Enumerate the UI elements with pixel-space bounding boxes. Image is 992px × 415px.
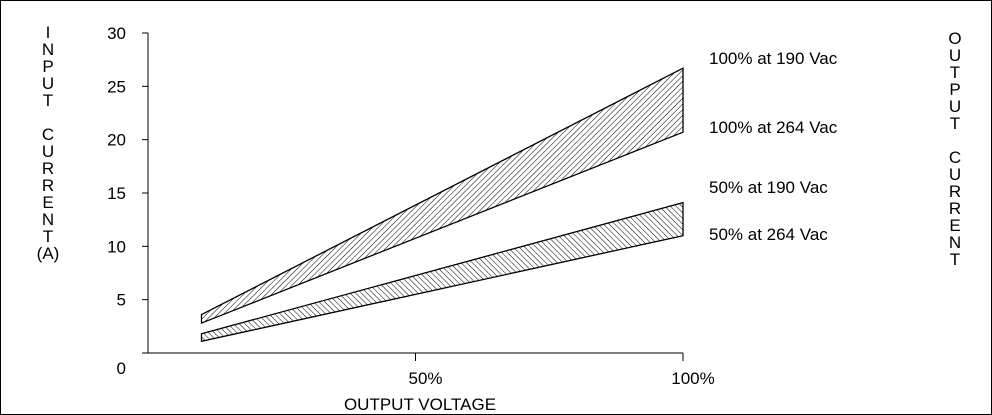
rlabel-char: U	[948, 97, 962, 116]
ylabel-char: T	[42, 227, 54, 246]
band-upper-label: 50% at 190 Vac	[709, 178, 828, 197]
rlabel-char: R	[948, 182, 962, 201]
x-axis-label: OUTPUT VOLTAGE	[344, 395, 496, 414]
rlabel-char: E	[949, 216, 961, 235]
ylabel-char: R	[41, 159, 55, 178]
y-tick-label: 30	[107, 24, 126, 43]
ylabel-char: P	[42, 57, 54, 76]
rlabel-char: R	[948, 199, 962, 218]
rlabel-char: O	[948, 29, 962, 48]
ylabel-char: E	[42, 193, 54, 212]
y-tick-label: 5	[117, 291, 126, 310]
y-tick-label: 10	[107, 237, 126, 256]
ylabel-char: (A)	[36, 244, 60, 263]
ylabel-char: C	[41, 125, 55, 144]
rlabel-char: T	[949, 114, 961, 133]
rlabel-char: C	[948, 148, 962, 167]
band-lower-label: 100% at 264 Vac	[709, 118, 838, 137]
y-tick-label: 25	[107, 77, 126, 96]
rlabel-char: U	[948, 46, 962, 65]
y-tick-label: 0	[117, 359, 126, 378]
band-0	[200, 67, 684, 325]
y-tick-label: 15	[107, 184, 126, 203]
rlabel-char: N	[948, 233, 962, 252]
ylabel-char: N	[41, 210, 55, 229]
rlabel-char: T	[949, 250, 961, 269]
band-upper-label: 100% at 190 Vac	[709, 49, 838, 68]
x-tick-label: 50%	[408, 369, 442, 388]
ylabel-char: R	[41, 176, 55, 195]
ylabel-char: U	[41, 142, 55, 161]
y-tick-label: 20	[107, 131, 126, 150]
band-1	[200, 201, 684, 343]
ylabel-char: I	[45, 23, 51, 42]
ylabel-char: N	[41, 40, 55, 59]
ylabel-char: U	[41, 74, 55, 93]
x-tick-label: 100%	[671, 369, 714, 388]
rlabel-char: P	[949, 80, 961, 99]
rlabel-char: T	[949, 63, 961, 82]
rlabel-char: U	[948, 165, 962, 184]
band-lower-label: 50% at 264 Vac	[709, 225, 828, 244]
ylabel-char: T	[42, 91, 54, 110]
